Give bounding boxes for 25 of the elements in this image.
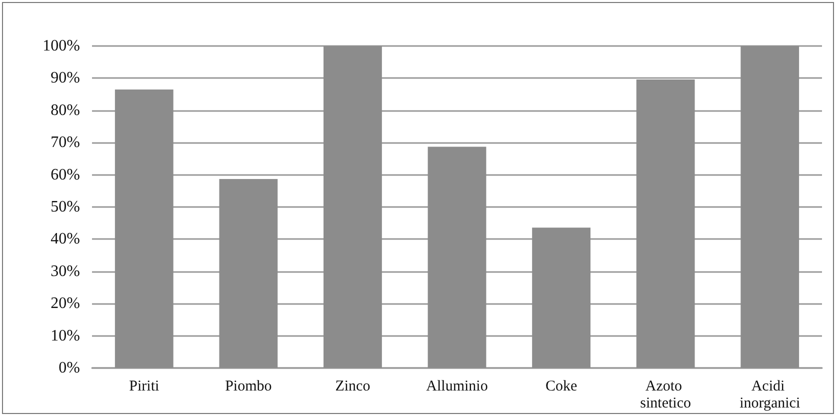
bar [636,79,695,368]
y-tick-label: 70% [50,134,80,152]
x-tick-label: Zinco [335,378,370,394]
bar [428,146,486,368]
y-tick-label: 0% [58,360,80,376]
x-tick-label: Azoto sintetico [640,378,691,412]
y-tick-label: 90% [50,70,80,87]
x-tick-label: Alluminio [426,378,488,394]
y-tick-label: 40% [50,230,80,248]
bar [114,89,174,368]
x-tick-label: Piriti [129,378,160,394]
bar [219,178,278,368]
x-tick-label: Acidi inorganici [740,378,800,412]
y-tick-label: 20% [50,295,80,312]
x-tick-label: Coke [545,378,578,394]
y-tick-label: 10% [50,327,80,344]
y-tick-label: 50% [50,198,80,216]
bar [740,46,800,368]
y-tick-label: 60% [50,166,80,184]
y-tick-label: 100% [42,38,80,54]
bar [324,46,382,368]
y-tick-label: 30% [50,262,80,280]
y-tick-label: 80% [50,102,80,119]
x-tick-label: Piombo [225,378,272,394]
bar [532,228,590,368]
